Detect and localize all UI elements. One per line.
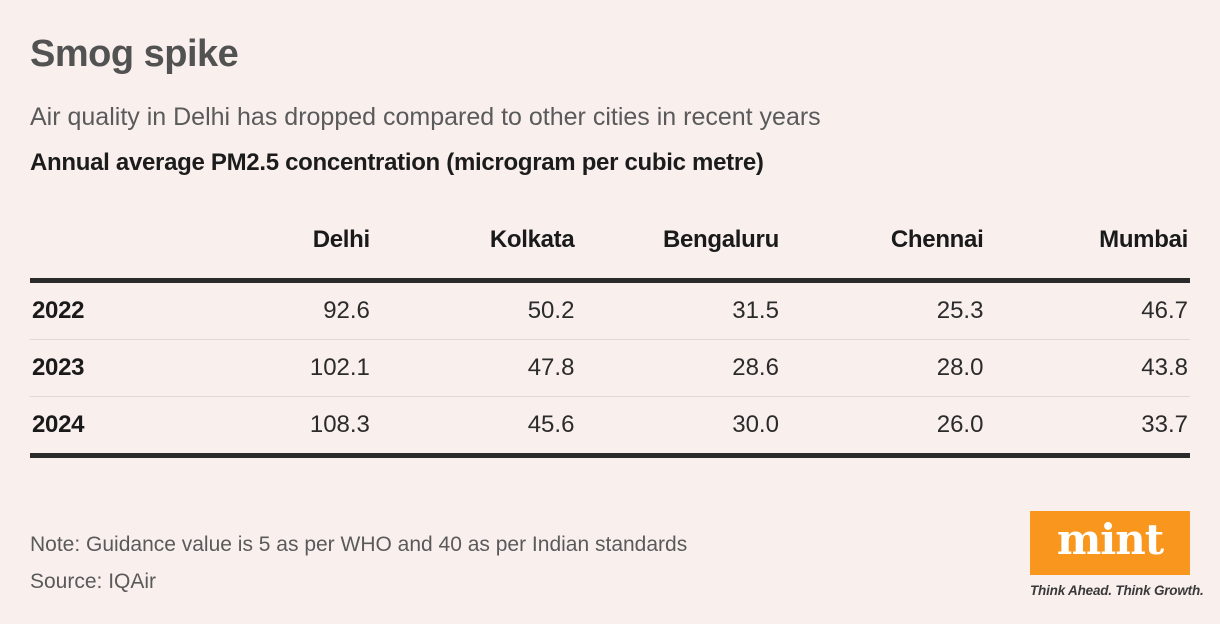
cell-value: 92.6 <box>323 296 370 324</box>
cell-value: 25.3 <box>936 296 984 324</box>
cell-value: 33.7 <box>1141 410 1188 438</box>
table-row: 2023 102.1 47.8 28.6 28.0 43.8 <box>30 339 1190 397</box>
row-year: 2023 <box>32 353 85 381</box>
col-header-year <box>30 217 168 283</box>
subtitle: Air quality in Delhi has dropped compare… <box>30 103 821 132</box>
row-year: 2022 <box>32 296 85 324</box>
mint-logo-text: mint <box>1056 515 1164 564</box>
cell-value: 28.6 <box>732 353 779 381</box>
cell-value: 102.1 <box>309 353 370 381</box>
cell-value: 47.8 <box>527 353 575 381</box>
measure-label: Annual average PM2.5 concentration (micr… <box>30 149 764 177</box>
row-year: 2024 <box>32 410 85 438</box>
col-header-delhi: Delhi <box>167 217 372 283</box>
table-row: 2024 108.3 45.6 30.0 26.0 33.7 <box>30 396 1190 456</box>
cell-value: 46.7 <box>1141 296 1188 324</box>
table-header-row: Delhi Kolkata Bengaluru Chennai Mumbai <box>30 217 1190 283</box>
col-header-bengaluru: Bengaluru <box>576 217 781 283</box>
mint-logo-box: mint <box>1030 511 1190 575</box>
page-title: Smog spike <box>30 33 239 75</box>
cell-value: 43.8 <box>1141 353 1188 381</box>
table-row: 2022 92.6 50.2 31.5 25.3 46.7 <box>30 280 1190 340</box>
col-header-chennai: Chennai <box>780 217 986 283</box>
source-text: Source: IQAir <box>30 570 157 593</box>
cell-value: 108.3 <box>309 410 370 438</box>
note-text: Note: Guidance value is 5 as per WHO and… <box>30 533 688 556</box>
cell-value: 45.6 <box>527 410 575 438</box>
col-header-mumbai: Mumbai <box>985 217 1190 283</box>
mint-tagline: Think Ahead. Think Growth. <box>1030 583 1204 598</box>
cell-value: 30.0 <box>732 410 779 438</box>
cell-value: 28.0 <box>936 353 984 381</box>
mint-logo: mint Think Ahead. Think Growth. <box>1030 511 1204 598</box>
cell-value: 26.0 <box>936 410 984 438</box>
footnotes: Note: Guidance value is 5 as per WHO and… <box>30 526 687 600</box>
cell-value: 31.5 <box>732 296 779 324</box>
pm25-table: Delhi Kolkata Bengaluru Chennai Mumbai 2… <box>30 217 1190 458</box>
cell-value: 50.2 <box>527 296 575 324</box>
col-header-kolkata: Kolkata <box>371 217 577 283</box>
